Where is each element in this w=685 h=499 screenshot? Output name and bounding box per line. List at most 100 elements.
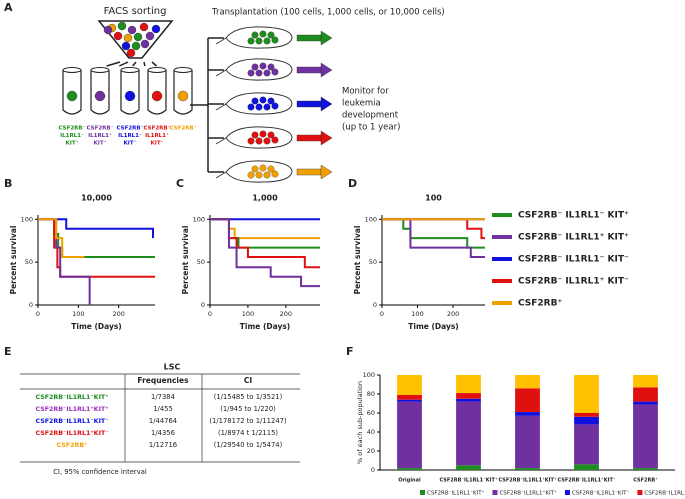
cell	[139, 22, 149, 32]
survival-line	[382, 218, 485, 249]
arrow-body	[296, 168, 322, 176]
x-tick-label: CSF2RB⁻IL1RL1⁺KIT⁺	[498, 478, 556, 484]
cell	[127, 25, 137, 35]
mouse-cell	[247, 137, 255, 145]
y-tick-label: 0	[29, 301, 33, 309]
legend-swatch	[564, 490, 570, 495]
bar-segment	[397, 375, 422, 395]
tube-label: CSF2RB⁻	[58, 126, 85, 132]
tube-label: IL1RL1⁺	[88, 132, 112, 139]
bar-segment	[633, 375, 658, 388]
panel-letter: F	[346, 345, 354, 358]
y-axis-label: % of each sub-population	[356, 381, 364, 464]
x-tick-label: 0	[36, 310, 40, 318]
arrow-body	[296, 66, 322, 74]
bar-segment	[456, 375, 481, 394]
x-tick-label: 200	[112, 310, 124, 318]
mouse-tail	[215, 171, 227, 179]
mouse-cell	[271, 136, 279, 144]
panel-letter: C	[176, 177, 184, 190]
arrow-head	[320, 130, 333, 146]
bar-segment	[397, 394, 422, 400]
mouse-cell	[255, 69, 263, 77]
bar-segment	[515, 388, 540, 413]
arrow-head	[320, 96, 333, 112]
cell	[113, 31, 123, 41]
monitor-label: (up to 1 year)	[342, 123, 400, 133]
sort-stroke	[151, 61, 158, 67]
mouse-cell	[267, 63, 275, 71]
sort-title: FACS sorting	[104, 6, 167, 17]
tube-cap	[62, 67, 82, 73]
bar-segment	[456, 401, 481, 466]
legend-label: CSF2RB⁻ IL1RL1⁻ KIT⁻	[518, 255, 629, 265]
y-tick-label: 50	[369, 258, 377, 266]
y-tick-label: 40	[367, 428, 375, 436]
mouse-tail	[215, 103, 227, 111]
cell	[126, 48, 136, 58]
legend-swatch	[492, 490, 498, 495]
x-tick-label: 0	[208, 310, 212, 318]
cell	[121, 41, 131, 51]
mouse-cell	[267, 97, 275, 105]
tube-cap	[173, 67, 193, 73]
panel-letter: B	[4, 177, 12, 190]
bar-segment	[515, 412, 540, 416]
tube-label: CSF2RB⁻	[143, 126, 170, 132]
mouse	[225, 160, 293, 183]
legend-label: CSF2RB⁻ IL1RL1⁺ KIT⁻	[518, 277, 629, 287]
table-cell: (1/29540 to 1/5474)	[214, 441, 283, 449]
y-tick-label: 100	[193, 215, 205, 223]
legend-label: CSF2RB⁺	[518, 299, 562, 309]
mouse-cell	[247, 69, 255, 77]
survival-line	[210, 218, 320, 288]
mouse-cell	[255, 137, 263, 145]
panel-letter: D	[348, 177, 357, 190]
y-axis-label: Percent survival	[9, 226, 18, 295]
x-tick-label: CSF2RB⁻IL1RL1⁻KIT⁺	[439, 478, 497, 484]
bar-segment	[574, 464, 599, 470]
y-tick-label: 100	[363, 371, 375, 379]
cell	[140, 39, 150, 49]
tube-cap	[147, 67, 167, 73]
bar-segment	[633, 468, 658, 470]
mouse-tail	[215, 69, 227, 77]
mouse-cell	[251, 63, 259, 71]
mouse-cell	[259, 96, 267, 104]
legend-label: CSF2RB⁻IL1RL1⁺KIT⁺	[499, 490, 557, 497]
x-tick-label: 200	[447, 310, 459, 318]
table-row-label: CSF2RB⁻IL1RL1⁻KIT⁺	[35, 394, 108, 401]
x-tick-label: 100	[242, 310, 254, 318]
cell	[131, 41, 141, 51]
chart-title: 1,000	[252, 194, 278, 203]
table-cell: 1/12716	[149, 441, 177, 449]
survival-line	[210, 218, 320, 249]
tube-label: KIT⁺	[94, 140, 107, 147]
bar-segment	[456, 398, 481, 402]
tube-label: CSF2RB⁻	[116, 126, 143, 132]
sort-stroke	[118, 61, 129, 67]
mouse-cell	[267, 131, 275, 139]
y-tick-label: 60	[367, 409, 375, 417]
mouse-cell	[255, 103, 263, 111]
legend-label: CSF2RB⁻IL1RL1⁻KIT⁻	[572, 491, 630, 497]
legend-label: CSF2RB⁻ IL1RL1⁻ KIT⁺	[518, 211, 629, 221]
mouse	[225, 126, 293, 149]
bar-segment	[515, 375, 540, 389]
x-axis-label: Time (Days)	[71, 322, 121, 331]
mouse-cell	[247, 37, 255, 45]
cell	[133, 32, 143, 42]
legend-swatch	[637, 490, 643, 495]
table-cell: (1/15485 to 1/3521)	[214, 393, 283, 401]
y-tick-label: 50	[25, 258, 33, 266]
mouse-cell	[259, 62, 267, 70]
bar-segment	[397, 468, 422, 470]
table-cell: 1/7384	[151, 393, 175, 401]
x-tick-label: 100	[72, 310, 84, 318]
mouse-cell	[267, 165, 275, 173]
table-cell: (1/945 to 1/220)	[220, 405, 276, 413]
x-tick-label: 0	[380, 310, 384, 318]
tube-cells	[94, 90, 106, 102]
arrow-head	[320, 30, 333, 46]
